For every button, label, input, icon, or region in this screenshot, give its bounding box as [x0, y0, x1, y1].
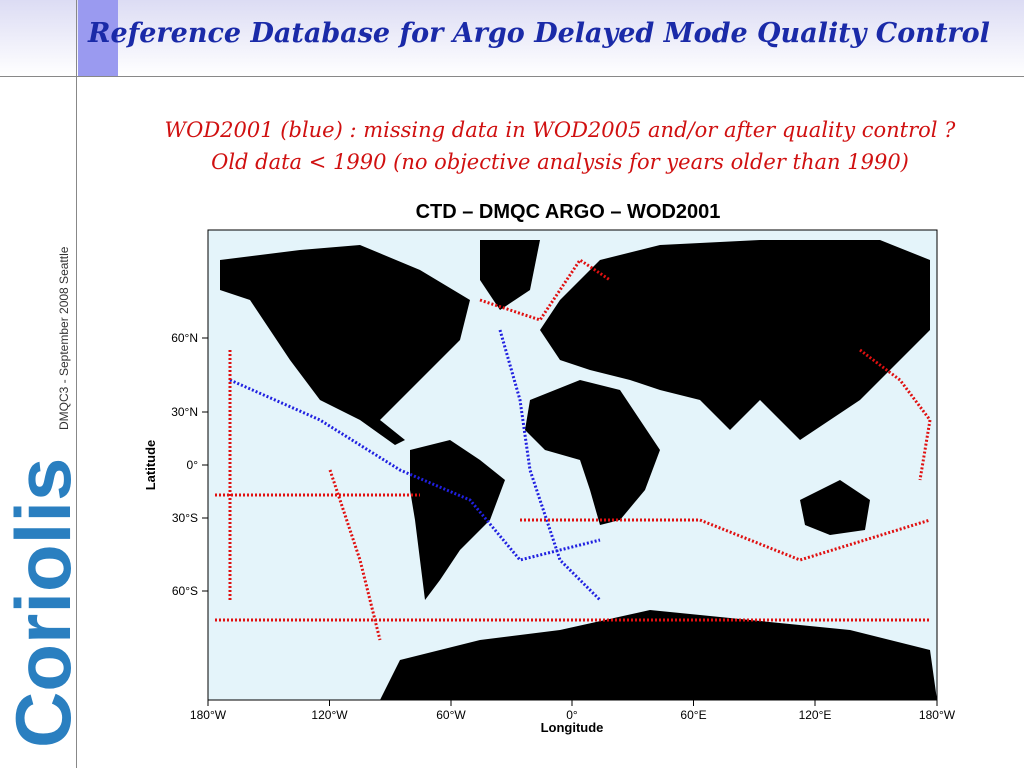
y-tick-label: 60°S	[172, 584, 198, 598]
land	[220, 240, 937, 700]
eurasia	[540, 240, 930, 440]
x-tick-label: 60°E	[680, 708, 706, 722]
x-tick-label: 120°W	[311, 708, 348, 722]
axis-ticks: 180°W 120°W 60°W 0° 60°E 120°E 180°W 60°N 30°N 0°…	[171, 331, 956, 722]
track	[328, 469, 382, 641]
track	[498, 329, 602, 602]
north-america	[220, 245, 470, 445]
logo: Coriolis	[0, 458, 87, 748]
africa	[525, 380, 660, 525]
x-tick-label: 180°W	[919, 708, 956, 722]
sidebar-caption: DMQC3 - September 2008 Seattle	[57, 246, 71, 430]
sidebar-line	[76, 0, 77, 768]
map-title: CTD – DMQC ARGO – WOD2001	[416, 201, 721, 223]
tracks	[215, 257, 932, 641]
y-tick-label: 60°N	[171, 331, 198, 345]
y-axis-label: Latitude	[143, 440, 158, 491]
track	[229, 378, 601, 562]
x-tick-label: 180°W	[190, 708, 227, 722]
x-tick-label: 60°W	[436, 708, 466, 722]
slide-title: Reference Database for Argo Delayed Mode…	[88, 18, 990, 49]
note: Old data < 1990 (no objective analysis f…	[211, 150, 909, 174]
antarctica	[380, 610, 937, 700]
y-tick-label: 0°	[187, 458, 199, 472]
greenland	[480, 240, 540, 310]
track	[520, 518, 931, 562]
x-tick-label: 0°	[566, 708, 578, 722]
australia	[800, 480, 870, 535]
x-tick-label: 120°E	[799, 708, 832, 722]
track	[479, 257, 611, 322]
track	[859, 348, 932, 481]
note: WOD2001 (blue) : missing data in WOD2005…	[164, 118, 956, 142]
header-band	[0, 0, 1024, 77]
y-tick-label: 30°N	[171, 405, 198, 419]
header-accent	[78, 0, 118, 76]
south-america	[410, 440, 505, 600]
x-axis-label: Longitude	[541, 720, 604, 735]
y-tick-label: 30°S	[172, 511, 198, 525]
